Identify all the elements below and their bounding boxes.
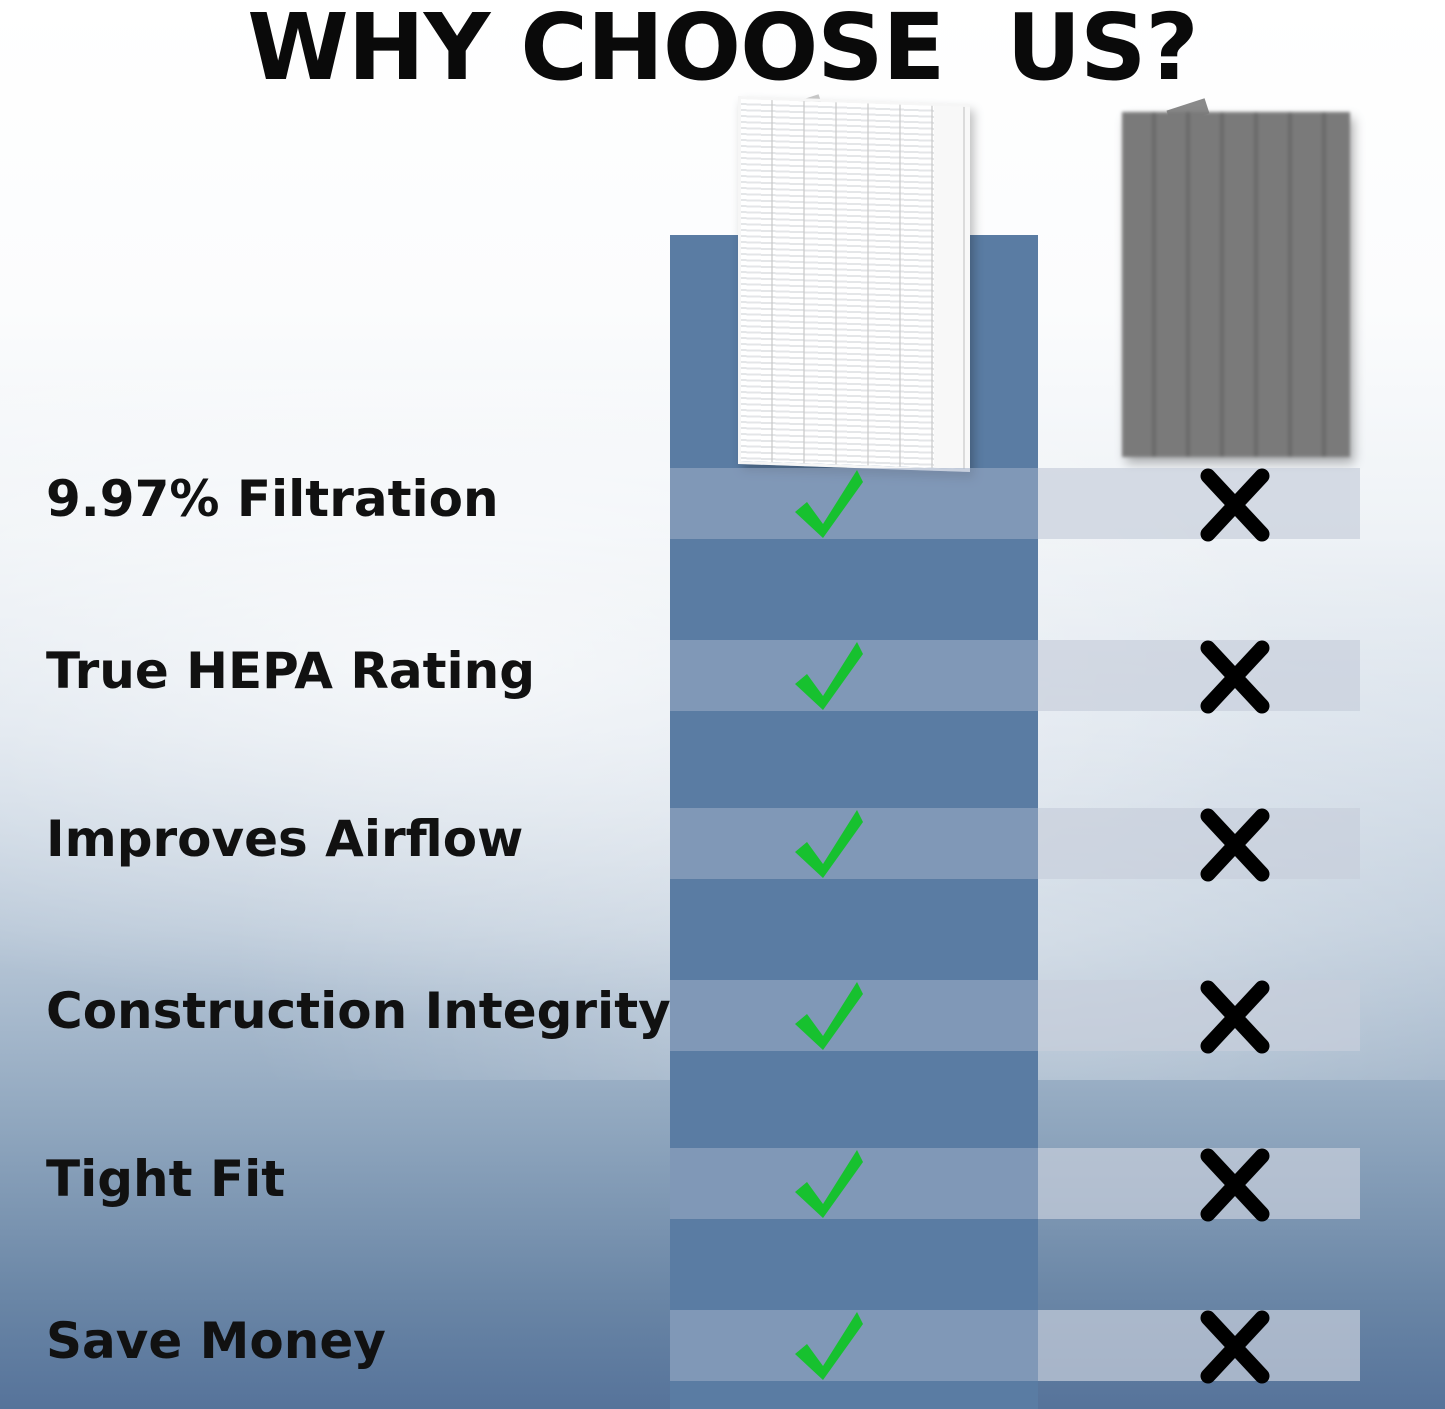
other-row-band	[1038, 640, 1360, 711]
check-icon	[795, 810, 863, 878]
other-row-band	[1038, 468, 1360, 539]
cross-icon	[1200, 1310, 1270, 1384]
other-row-band	[1038, 808, 1360, 879]
cross-icon	[1200, 640, 1270, 714]
check-icon	[795, 982, 863, 1050]
feature-label: Tight Fit	[46, 1150, 286, 1208]
cross-icon	[1200, 980, 1270, 1054]
cross-icon	[1200, 468, 1270, 542]
feature-label: 9.97% Filtration	[46, 470, 499, 528]
feature-label: True HEPA Rating	[46, 642, 536, 700]
other-row-band	[1038, 1310, 1360, 1381]
check-icon	[795, 1150, 863, 1218]
feature-label: Construction Integrity	[46, 982, 671, 1040]
other-filter-image	[1122, 112, 1350, 457]
cross-icon	[1200, 1148, 1270, 1222]
other-row-band	[1038, 980, 1360, 1051]
feature-label: Improves Airflow	[46, 810, 524, 868]
check-icon	[795, 1312, 863, 1380]
our-filter-image	[738, 95, 970, 473]
feature-label: Save Money	[46, 1312, 386, 1370]
check-icon	[795, 642, 863, 710]
other-row-band	[1038, 1148, 1360, 1219]
check-icon	[795, 470, 863, 538]
page-title: WHY CHOOSE US?	[247, 0, 1199, 101]
cross-icon	[1200, 808, 1270, 882]
